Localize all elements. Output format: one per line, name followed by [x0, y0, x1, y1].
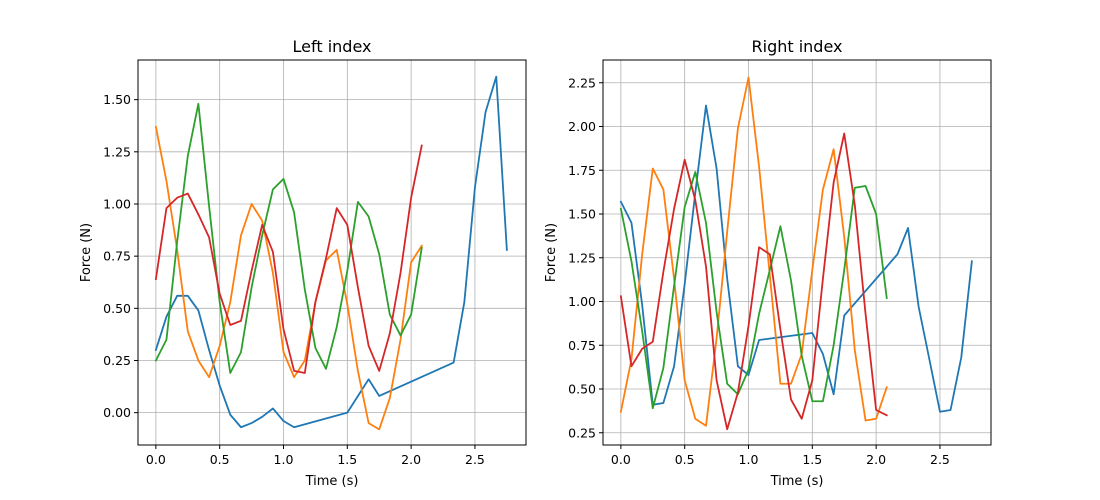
left-x-axis-label: Time (s)	[305, 474, 359, 489]
left-axes-frame	[137, 59, 527, 446]
left-chart: 0.0 0.5 1.0 1.5 2.0 2.5 0.00 0.25 0.50 0.75 1.00 1.…	[79, 37, 527, 489]
left-y-axis-label: Force (N)	[79, 223, 94, 282]
right-y-tick-label: 1.50	[568, 207, 596, 222]
right-x-tick-label: 0.5	[675, 452, 695, 467]
right-y-axis: 0.25 0.50 0.75 1.00 1.25 1.50 1.75 2.00 2.25	[568, 75, 603, 440]
left-x-axis: 0.0 0.5 1.0 1.5 2.0 2.5	[146, 445, 485, 467]
right-y-tick-label: 0.25	[568, 425, 596, 440]
right-y-tick-label: 2.00	[568, 119, 596, 134]
right-y-tick-label: 2.25	[568, 75, 596, 90]
right-x-tick-label: 0.0	[611, 452, 631, 467]
left-y-tick-label: 0.00	[103, 405, 131, 420]
left-series-2-line	[154, 125, 423, 431]
left-y-tick-label: 1.00	[103, 196, 131, 211]
left-y-tick-label: 0.50	[103, 301, 131, 316]
left-x-tick-label: 1.5	[337, 452, 357, 467]
right-x-axis: 0.0 0.5 1.0 1.5 2.0 2.5	[611, 445, 950, 467]
left-grid	[138, 60, 526, 445]
left-x-tick-label: 1.0	[274, 452, 294, 467]
right-chart: 0.0 0.5 1.0 1.5 2.0 2.5 0.25 0.50 0.75 1.00 1.25 1.…	[544, 37, 992, 489]
right-series-3-line	[619, 171, 888, 410]
left-series-group	[154, 75, 508, 431]
left-series-3-line	[154, 102, 423, 374]
right-x-tick-label: 2.5	[930, 452, 950, 467]
right-series-2-line	[619, 76, 888, 427]
right-series-1-line	[619, 104, 973, 413]
left-series-1-line	[154, 75, 508, 429]
right-y-axis-label: Force (N)	[544, 223, 559, 282]
left-series-4-line	[154, 144, 423, 374]
left-y-tick-label: 0.75	[103, 249, 131, 264]
right-chart-title: Right index	[752, 37, 843, 56]
right-series-group	[619, 76, 973, 431]
right-y-tick-label: 1.00	[568, 294, 596, 309]
left-y-tick-label: 0.25	[103, 353, 131, 368]
right-axes-frame	[602, 59, 992, 446]
right-series-4-line	[619, 132, 888, 431]
left-y-axis: 0.00 0.25 0.50 0.75 1.00 1.25 1.50	[103, 92, 138, 420]
right-x-tick-label: 2.0	[866, 452, 886, 467]
right-x-tick-label: 1.0	[739, 452, 759, 467]
right-y-tick-label: 1.25	[568, 250, 596, 265]
right-y-tick-label: 1.75	[568, 163, 596, 178]
left-x-tick-label: 2.0	[401, 452, 421, 467]
left-chart-title: Left index	[293, 37, 372, 56]
right-x-tick-label: 1.5	[802, 452, 822, 467]
right-x-axis-label: Time (s)	[770, 474, 824, 489]
right-y-tick-label: 0.75	[568, 338, 596, 353]
right-y-tick-label: 0.50	[568, 382, 596, 397]
left-y-tick-label: 1.25	[103, 144, 131, 159]
left-x-tick-label: 0.0	[146, 452, 166, 467]
left-y-tick-label: 1.50	[103, 92, 131, 107]
left-x-tick-label: 0.5	[210, 452, 230, 467]
left-x-tick-label: 2.5	[465, 452, 485, 467]
